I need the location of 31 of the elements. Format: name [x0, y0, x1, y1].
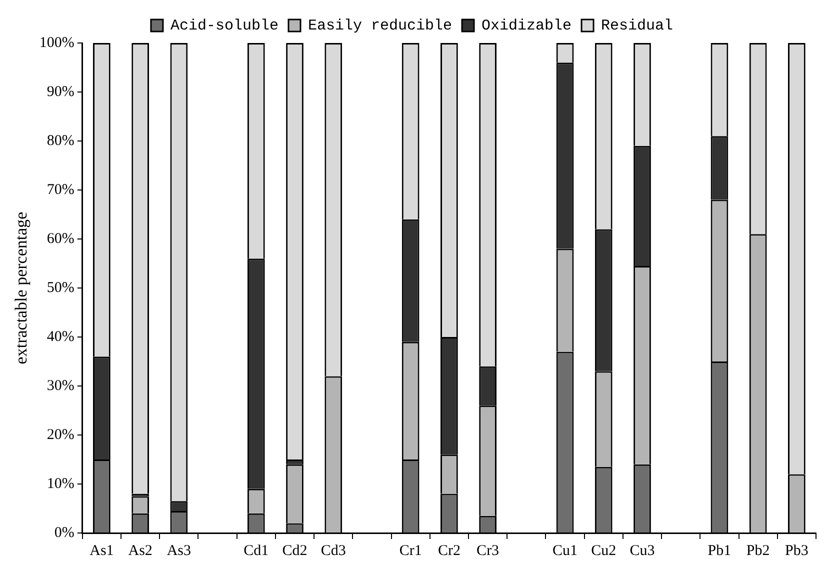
x-tick-label: Pb1 — [708, 542, 732, 559]
x-tick-label: Cu2 — [591, 542, 616, 559]
x-tick-label: Cd2 — [282, 542, 308, 559]
y-tick-label: 70% — [46, 182, 74, 198]
legend-label: Acid-soluble — [170, 17, 278, 34]
x-tick-label: As1 — [90, 542, 114, 559]
y-tick-label: 20% — [46, 426, 74, 443]
x-tick-label: Cu1 — [552, 542, 578, 559]
x-tick-label: As3 — [166, 542, 192, 559]
x-tick-label: Cd3 — [320, 542, 346, 559]
x-tick-label: Cr3 — [476, 542, 500, 559]
x-tick-label: Cr1 — [399, 542, 422, 559]
y-tick-label: 10% — [46, 476, 74, 492]
x-tick-label: Cu3 — [630, 542, 655, 559]
y-tick-label: 80% — [46, 132, 74, 149]
y-tick-label: 100% — [39, 34, 74, 51]
y-axis-title: extractable percentage — [12, 212, 31, 364]
legend-label: Residual — [601, 17, 674, 34]
y-tick-label: 60% — [46, 230, 74, 247]
y-tick-label: 90% — [46, 84, 74, 100]
y-tick-label: 40% — [46, 328, 74, 345]
x-tick-label: Pb2 — [746, 542, 770, 559]
x-tick-label: Cr2 — [438, 542, 460, 559]
legend-label: Oxidizable — [482, 17, 572, 34]
x-tick-label: Pb3 — [785, 542, 808, 559]
y-tick-label: 30% — [46, 378, 74, 394]
y-tick-label: 0% — [54, 524, 74, 541]
x-tick-label: Cd1 — [244, 542, 269, 559]
legend-label: Easily reducible — [308, 17, 452, 34]
x-tick-label: As2 — [128, 542, 152, 559]
y-tick-label: 50% — [46, 280, 74, 296]
